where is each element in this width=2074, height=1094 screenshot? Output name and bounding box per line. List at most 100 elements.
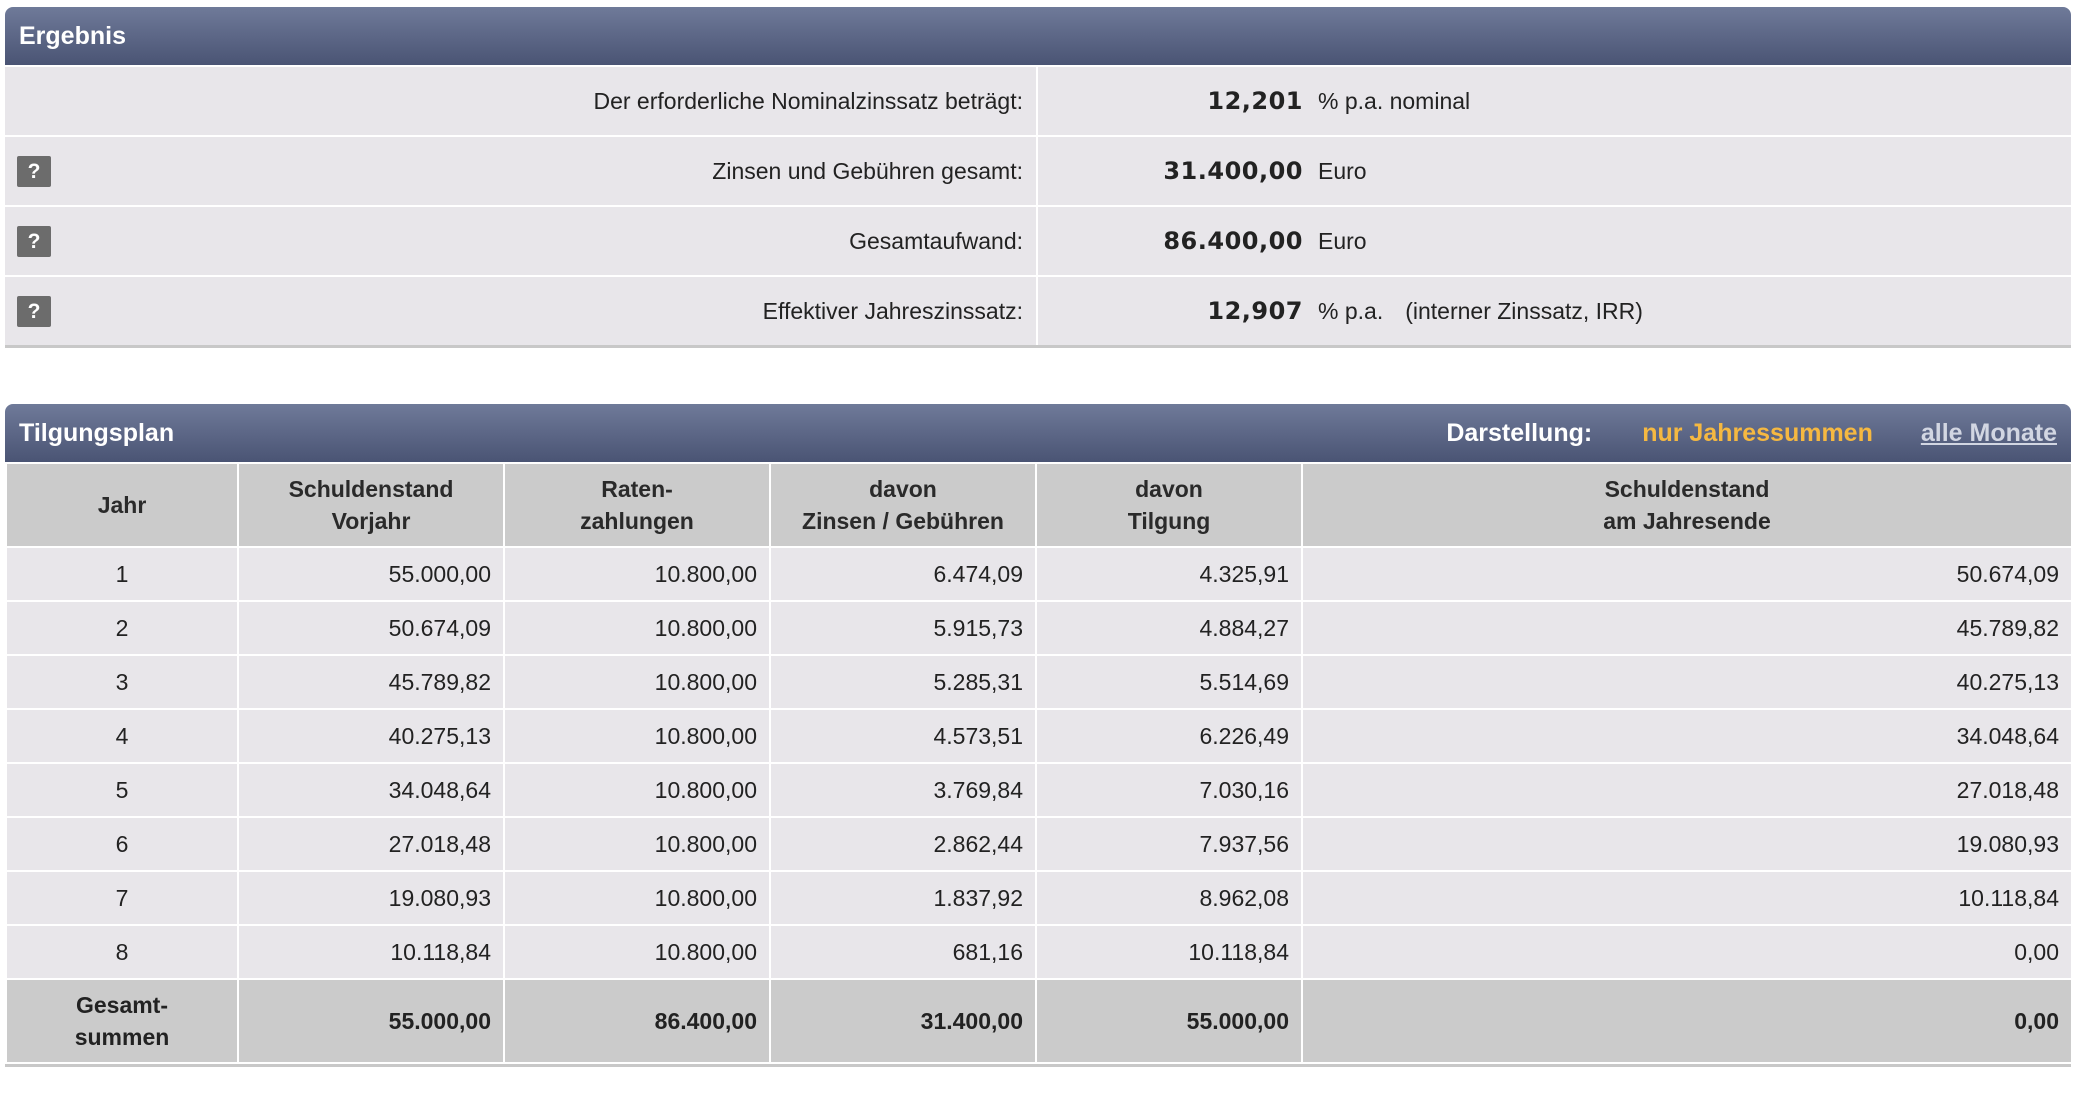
cell-jahr: 7 <box>5 870 239 926</box>
ergebnis-label-cell: ? Effektiver Jahreszinssatz: <box>5 277 1036 345</box>
cell-value: 10.800,00 <box>503 816 771 872</box>
cell-value: 10.800,00 <box>503 762 771 818</box>
cell-value: 40.275,13 <box>237 708 505 764</box>
darstellung-label: Darstellung: <box>1446 418 1593 447</box>
cell-value: 34.048,64 <box>1301 708 2073 764</box>
ergebnis-row: ? Zinsen und Gebühren gesamt: 31.400,00 Eur… <box>5 135 2071 205</box>
cell-value: 40.275,13 <box>1301 654 2073 710</box>
ergebnis-panel: Ergebnis Der erforderliche Nominalzinssa… <box>5 7 2071 348</box>
cell-value: 4.573,51 <box>769 708 1037 764</box>
cell-value: 34.048,64 <box>237 762 505 818</box>
cell-jahr: 8 <box>5 924 239 980</box>
cell-jahr: 4 <box>5 708 239 764</box>
cell-jahr: 3 <box>5 654 239 710</box>
table-row: 7 19.080,93 10.800,00 1.837,92 8.962,08 10.11… <box>5 870 2073 926</box>
cell-value: 10.800,00 <box>503 654 771 710</box>
ergebnis-value-cell: 12,201 % p.a. nominal <box>1038 67 2071 135</box>
cell-value: 10.118,84 <box>1301 870 2073 926</box>
cell-value: 19.080,93 <box>237 870 505 926</box>
ergebnis-rows: Der erforderliche Nominalzinssatz beträg… <box>5 65 2071 345</box>
cell-value: 10.118,84 <box>237 924 505 980</box>
column-header: Raten-zahlungen <box>503 462 771 548</box>
ergebnis-row: ? Effektiver Jahreszinssatz: 12,907 % p.a. (… <box>5 275 2071 345</box>
cell-value: 2.862,44 <box>769 816 1037 872</box>
cell-value: 27.018,48 <box>1301 762 2073 818</box>
cell-value: 10.118,84 <box>1035 924 1303 980</box>
table-row: 3 45.789,82 10.800,00 5.285,31 5.514,69 40.27… <box>5 654 2073 710</box>
cell-jahr: 2 <box>5 600 239 656</box>
ergebnis-label-cell: ? Gesamtaufwand: <box>5 207 1036 275</box>
cell-value: 6.226,49 <box>1035 708 1303 764</box>
totals-value: 55.000,00 <box>237 978 505 1064</box>
cell-value: 10.800,00 <box>503 546 771 602</box>
tilgungsplan-header: Tilgungsplan Darstellung: nur Jahressumm… <box>5 404 2071 462</box>
cell-value: 7.937,56 <box>1035 816 1303 872</box>
cell-value: 45.789,82 <box>1301 600 2073 656</box>
ergebnis-title: Ergebnis <box>19 21 126 50</box>
column-header: Jahr <box>5 462 239 548</box>
cell-jahr: 5 <box>5 762 239 818</box>
totals-value: 55.000,00 <box>1035 978 1303 1064</box>
cell-value: 3.769,84 <box>769 762 1037 818</box>
table-row: 4 40.275,13 10.800,00 4.573,51 6.226,49 34.04… <box>5 708 2073 764</box>
cell-jahr: 1 <box>5 546 239 602</box>
cell-value: 0,00 <box>1301 924 2073 980</box>
tilgungsplan-table: Jahr Schuldenstand Vorjahr Raten-zahlungen d… <box>5 462 2073 1064</box>
ergebnis-label: Der erforderliche Nominalzinssatz beträg… <box>593 87 1023 114</box>
totals-value: 31.400,00 <box>769 978 1037 1064</box>
table-row: 5 34.048,64 10.800,00 3.769,84 7.030,16 27.01… <box>5 762 2073 818</box>
ergebnis-value: 12,907 <box>1207 297 1303 325</box>
totals-value: 86.400,00 <box>503 978 771 1064</box>
tilgungsplan-title: Tilgungsplan <box>19 418 175 447</box>
table-body: 1 55.000,00 10.800,00 6.474,09 4.325,91 50.67… <box>5 546 2073 1064</box>
ergebnis-unit: Euro <box>1318 227 1367 254</box>
cell-value: 5.915,73 <box>769 600 1037 656</box>
table-row: 2 50.674,09 10.800,00 5.915,73 4.884,27 45.78… <box>5 600 2073 656</box>
cell-value: 27.018,48 <box>237 816 505 872</box>
option-jahressummen: nur Jahressummen <box>1642 418 1873 447</box>
ergebnis-label: Gesamtaufwand: <box>849 227 1023 254</box>
ergebnis-value-cell: 86.400,00 Euro <box>1038 207 2071 275</box>
table-row: 1 55.000,00 10.800,00 6.474,09 4.325,91 50.67… <box>5 546 2073 602</box>
ergebnis-value: 86.400,00 <box>1163 227 1303 255</box>
help-button[interactable]: ? <box>17 296 51 327</box>
ergebnis-unit: % p.a. nominal <box>1318 87 1471 114</box>
ergebnis-row: Der erforderliche Nominalzinssatz beträg… <box>5 65 2071 135</box>
ergebnis-label: Effektiver Jahreszinssatz: <box>762 297 1023 324</box>
cell-value: 6.474,09 <box>769 546 1037 602</box>
cell-value: 7.030,16 <box>1035 762 1303 818</box>
table-header-row: Jahr Schuldenstand Vorjahr Raten-zahlungen d… <box>5 462 2073 548</box>
ergebnis-label-cell: ? Zinsen und Gebühren gesamt: <box>5 137 1036 205</box>
cell-value: 55.000,00 <box>237 546 505 602</box>
ergebnis-unit: Euro <box>1318 157 1367 184</box>
totals-value: 0,00 <box>1301 978 2073 1064</box>
cell-value: 5.514,69 <box>1035 654 1303 710</box>
ergebnis-label: Zinsen und Gebühren gesamt: <box>712 157 1023 184</box>
cell-jahr: 6 <box>5 816 239 872</box>
cell-value: 5.285,31 <box>769 654 1037 710</box>
ergebnis-label-cell: Der erforderliche Nominalzinssatz beträg… <box>5 67 1036 135</box>
cell-value: 8.962,08 <box>1035 870 1303 926</box>
ergebnis-value: 31.400,00 <box>1163 157 1303 185</box>
ergebnis-value-cell: 12,907 % p.a. (interner Zinssatz, IRR) <box>1038 277 2071 345</box>
darstellung-switch: Darstellung: nur Jahressummen alle Monat… <box>1446 419 2057 448</box>
ergebnis-row: ? Gesamtaufwand: 86.400,00 Euro <box>5 205 2071 275</box>
ergebnis-value: 12,201 <box>1207 87 1303 115</box>
cell-value: 4.325,91 <box>1035 546 1303 602</box>
cell-value: 10.800,00 <box>503 600 771 656</box>
table-row: 8 10.118,84 10.800,00 681,16 10.118,84 0,00 <box>5 924 2073 980</box>
cell-value: 10.800,00 <box>503 870 771 926</box>
cell-value: 50.674,09 <box>1301 546 2073 602</box>
totals-label: Gesamt-summen <box>5 978 239 1064</box>
tilgungsplan-panel: Tilgungsplan Darstellung: nur Jahressumm… <box>5 404 2073 1067</box>
column-header: Schuldenstand am Jahresende <box>1301 462 2073 548</box>
help-button[interactable]: ? <box>17 156 51 187</box>
cell-value: 19.080,93 <box>1301 816 2073 872</box>
cell-value: 10.800,00 <box>503 708 771 764</box>
column-header: Schuldenstand Vorjahr <box>237 462 505 548</box>
table-row: 6 27.018,48 10.800,00 2.862,44 7.937,56 19.08… <box>5 816 2073 872</box>
option-alle-monate-link[interactable]: alle Monate <box>1920 418 2057 447</box>
cell-value: 45.789,82 <box>237 654 505 710</box>
ergebnis-unit: % p.a. <box>1318 297 1384 324</box>
help-button[interactable]: ? <box>17 226 51 257</box>
